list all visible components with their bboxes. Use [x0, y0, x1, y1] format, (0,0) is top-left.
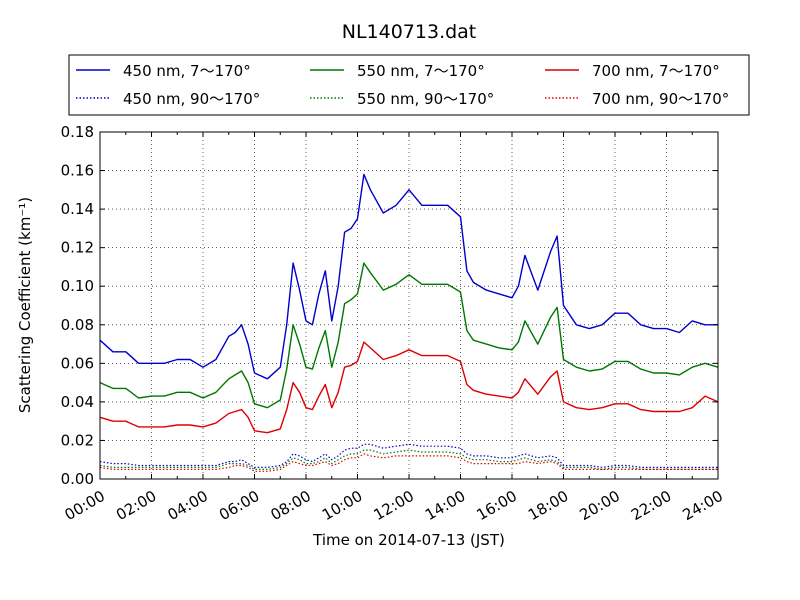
x-tick-label: 00:00 [62, 487, 108, 524]
y-tick-label: 0.18 [61, 123, 94, 141]
y-tick-label: 0.12 [61, 239, 94, 257]
x-tick-label: 12:00 [371, 487, 417, 524]
x-tick-label: 08:00 [268, 487, 314, 524]
x-tick-label: 14:00 [422, 487, 468, 524]
y-tick-label: 0.06 [61, 354, 94, 372]
x-tick-label: 22:00 [628, 487, 674, 524]
series-line-3 [99, 443, 718, 468]
series-line-2 [99, 341, 719, 434]
y-tick-label: 0.08 [61, 316, 94, 334]
legend-label: 450 nm, 7～170° [123, 62, 251, 80]
x-axis-label: Time on 2014-07-13 (JST) [312, 531, 505, 549]
legend-label: 700 nm, 90～170° [592, 90, 729, 108]
series-group [99, 173, 719, 472]
y-tick-label: 0.04 [61, 393, 94, 411]
y-tick-label: 0.10 [61, 277, 94, 295]
ticks [99, 131, 719, 480]
y-tick-labels: 0.00 0.02 0.04 0.06 0.08 0.10 0.12 0.14 0.16 0.18 [61, 123, 94, 488]
x-tick-label: 16:00 [474, 487, 520, 524]
x-tick-label: 02:00 [113, 487, 159, 524]
y-tick-label: 0.02 [61, 431, 94, 449]
y-tick-label: 0.00 [61, 470, 94, 488]
legend: 450 nm, 7～170° 550 nm, 7～170° 700 nm, 7～17… [68, 54, 750, 116]
legend-frame [68, 54, 750, 116]
x-tick-label: 20:00 [577, 487, 623, 524]
y-axis-label: Scattering Coefficient (km⁻¹) [16, 197, 34, 413]
legend-label: 700 nm, 7～170° [592, 62, 720, 80]
plot-area [99, 131, 719, 480]
x-tick-labels: 00:00 02:00 04:00 06:00 08:00 10:00 12:00 14:00… [62, 487, 726, 524]
y-tick-label: 0.14 [61, 200, 94, 218]
x-tick-label: 10:00 [319, 487, 365, 524]
series-line-0 [99, 173, 718, 380]
legend-label: 550 nm, 90～170° [357, 90, 494, 108]
x-tick-label: 24:00 [680, 487, 726, 524]
x-tick-label: 18:00 [525, 487, 571, 524]
y-tick-label: 0.16 [61, 162, 94, 180]
series-line-4 [99, 449, 718, 470]
series-line-1 [99, 262, 719, 409]
x-tick-label: 06:00 [216, 487, 262, 524]
chart-title: NL140713.dat [342, 21, 477, 43]
legend-label: 550 nm, 7～170° [357, 62, 485, 80]
x-tick-label: 04:00 [165, 487, 211, 524]
legend-label: 450 nm, 90～170° [123, 90, 260, 108]
